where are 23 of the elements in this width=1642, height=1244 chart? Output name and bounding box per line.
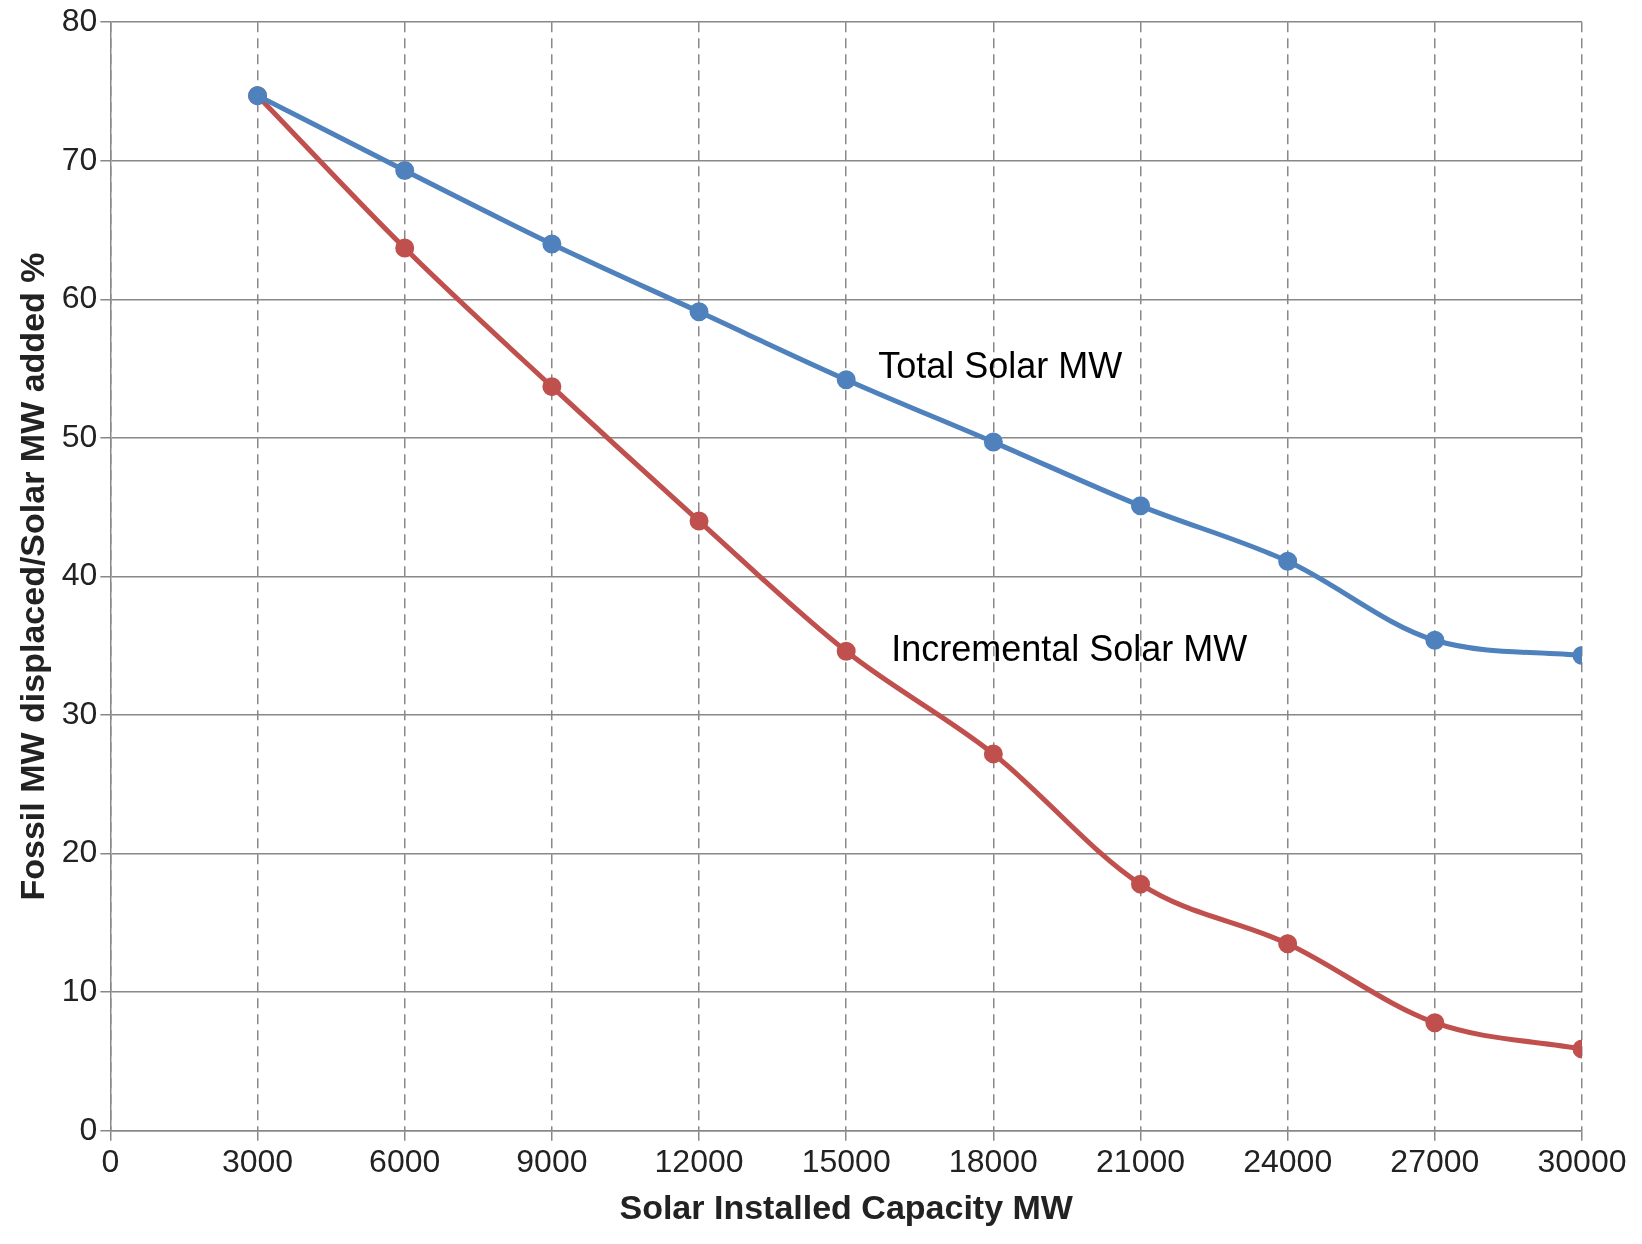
y-tick-label: 10 — [61, 972, 98, 1009]
x-tick-label: 6000 — [369, 1142, 441, 1179]
x-tick-label: 24000 — [1243, 1142, 1333, 1179]
x-tick-label: 21000 — [1096, 1142, 1186, 1179]
y-tick-label: 20 — [61, 833, 98, 870]
y-tick-label: 60 — [61, 279, 98, 316]
y-tick-label: 70 — [61, 140, 98, 177]
y-tick-label: 30 — [61, 694, 98, 731]
x-tick-label: 30000 — [1537, 1142, 1627, 1179]
series-label: Total Solar MW — [878, 344, 1123, 386]
x-tick-label: 9000 — [516, 1142, 588, 1179]
x-tick-label: 3000 — [221, 1142, 294, 1179]
x-axis-title: Solar Installed Capacity MW — [619, 1187, 1074, 1226]
series-label: Incremental Solar MW — [891, 628, 1248, 670]
x-tick-label: 12000 — [654, 1142, 744, 1179]
y-axis-title: Fossil MW displaced/Solar MW added % — [12, 252, 51, 901]
x-tick-label: 18000 — [948, 1142, 1038, 1179]
y-tick-label: 50 — [61, 417, 98, 454]
x-tick-label: 15000 — [801, 1142, 891, 1179]
y-tick-label: 80 — [61, 2, 98, 39]
y-tick-label: 40 — [61, 556, 98, 593]
y-tick-label: 0 — [79, 1110, 98, 1147]
x-tick-label: 27000 — [1390, 1142, 1480, 1179]
